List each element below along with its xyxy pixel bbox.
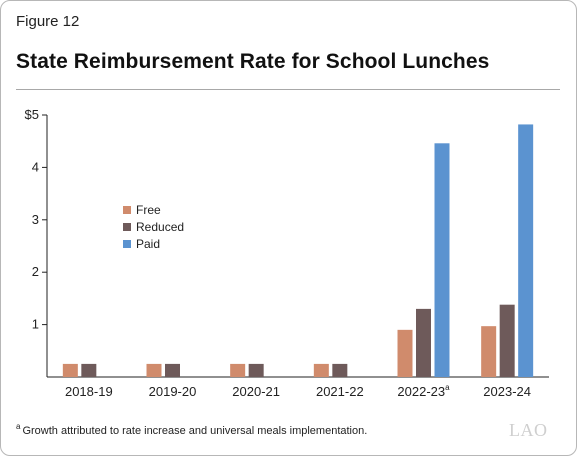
- x-tick-label: 2023-24: [483, 384, 531, 399]
- bar-reduced-2020-21: [248, 363, 264, 377]
- bar-paid-2022-23: [434, 143, 450, 377]
- footnote: a Growth attributed to rate increase and …: [16, 422, 367, 437]
- bar-reduced-2019-20: [165, 363, 180, 377]
- lao-logo-icon: LAO: [509, 420, 548, 440]
- y-tick-label: $5: [25, 107, 39, 122]
- legend-swatch-free: [123, 206, 131, 214]
- x-tick-superscript: a: [445, 383, 450, 392]
- y-tick-label: 3: [32, 212, 39, 227]
- bar-reduced-2021-22: [332, 363, 348, 377]
- y-tick-label: 4: [32, 159, 39, 174]
- x-tick-label: 2021-22: [316, 384, 364, 399]
- bar-free-2019-20: [146, 363, 162, 377]
- legend-label-free: Free: [136, 203, 161, 217]
- bar-reduced-2023-24: [499, 304, 515, 377]
- x-tick-label: 2022-23a: [397, 383, 450, 399]
- bar-free-2018-19: [62, 363, 78, 377]
- bar-paid-2023-24: [518, 124, 534, 377]
- footnote-text: Growth attributed to rate increase and u…: [22, 425, 368, 437]
- bar-reduced-2022-23: [416, 308, 431, 377]
- legend-label-reduced: Reduced: [136, 220, 184, 234]
- bar-free-2021-22: [313, 363, 329, 377]
- footnote-marker: a: [16, 422, 21, 431]
- legend-swatch-reduced: [123, 223, 131, 231]
- chart-title: State Reimbursement Rate for School Lunc…: [16, 50, 490, 73]
- y-tick-label: 2: [32, 264, 39, 279]
- y-tick-label: 1: [32, 317, 39, 332]
- legend-swatch-paid: [123, 240, 131, 248]
- legend-label-paid: Paid: [136, 237, 160, 251]
- bar-free-2022-23: [397, 329, 413, 377]
- figure-label: Figure 12: [16, 13, 80, 30]
- bar-reduced-2018-19: [81, 363, 97, 377]
- x-tick-label: 2019-20: [149, 384, 197, 399]
- bar-free-2023-24: [481, 326, 497, 377]
- x-tick-label: 2020-21: [232, 384, 280, 399]
- bar-free-2020-21: [230, 363, 246, 377]
- title-divider: [16, 89, 560, 90]
- x-tick-label: 2018-19: [65, 384, 113, 399]
